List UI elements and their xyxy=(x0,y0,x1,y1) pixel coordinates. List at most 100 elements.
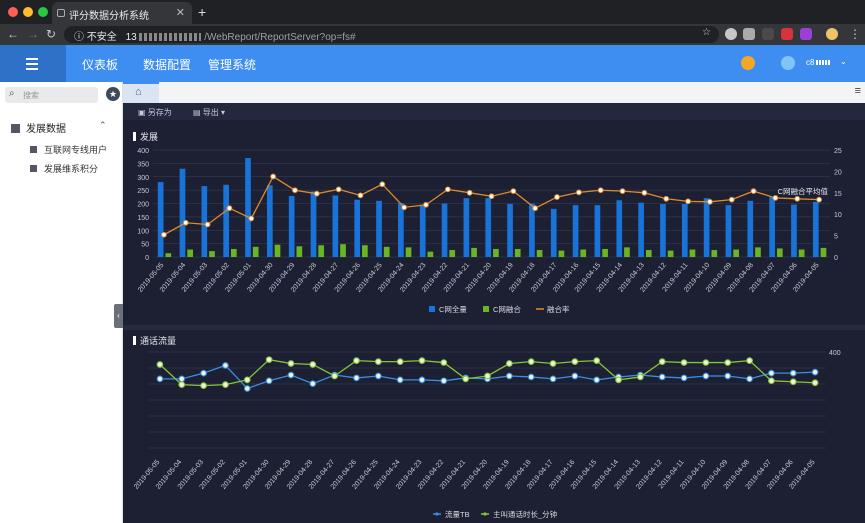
line-point xyxy=(549,360,557,367)
bar xyxy=(419,205,426,257)
line-point xyxy=(724,359,732,366)
browser-tabstrip: 评分数据分析系统 ✕ + xyxy=(0,0,865,24)
content-tabbar: ⌂ ≡ xyxy=(123,82,865,103)
user-avatar-icon[interactable] xyxy=(781,56,795,70)
bar xyxy=(223,184,229,257)
sidebar-item-internet-line[interactable]: 互联网专线用户 xyxy=(30,143,107,156)
y-right-tick-label: 15 xyxy=(834,191,842,198)
bar xyxy=(274,244,281,257)
bar xyxy=(667,250,674,257)
chart-divider xyxy=(123,325,865,330)
url-path: /WebReport/ReportServer?op=fs# xyxy=(204,32,356,43)
bar xyxy=(288,196,295,257)
chart-annotation: C网融合平均值 xyxy=(778,186,829,196)
bar xyxy=(296,246,303,257)
y-right-tick-label: 10 xyxy=(834,212,842,219)
profile-avatar[interactable] xyxy=(826,28,838,40)
line-point xyxy=(374,358,382,365)
app-header: 仪表板 数据配置 管理系统 c8 ⌄ xyxy=(0,45,865,82)
notification-bell-icon[interactable] xyxy=(741,56,755,70)
url-host: 13 xyxy=(125,32,137,43)
purple-extension-icon[interactable] xyxy=(800,28,812,40)
y-right-tick-label: 25 xyxy=(834,148,842,155)
bar xyxy=(725,205,732,257)
url-redacted xyxy=(139,33,202,42)
sidebar-collapse-handle[interactable]: ‹ xyxy=(114,304,123,328)
search-input[interactable]: ⌕ 搜索 xyxy=(5,87,98,103)
user-name[interactable]: c8 xyxy=(806,58,815,67)
line-point xyxy=(200,382,207,389)
line-point xyxy=(418,357,426,364)
line-point xyxy=(554,194,560,200)
line-point xyxy=(746,375,753,383)
y-tick-label: 250 xyxy=(137,188,149,195)
reload-icon[interactable]: ↻ xyxy=(46,27,57,41)
y-right-tick-label: 5 xyxy=(834,234,838,241)
y-tick-label: 350 xyxy=(137,161,149,168)
nav-system-admin[interactable]: 管理系统 xyxy=(208,58,257,72)
favorites-star-icon[interactable]: ★ xyxy=(106,87,120,101)
line-point xyxy=(811,368,819,376)
bar xyxy=(514,248,521,257)
bar xyxy=(798,249,805,257)
new-tab-button[interactable]: + xyxy=(198,4,207,20)
export-button[interactable]: ▤ 导出 ▾ xyxy=(193,107,225,118)
line-point xyxy=(222,362,229,369)
hamburger-icon xyxy=(26,58,38,60)
browser-tab[interactable]: 评分数据分析系统 ✕ xyxy=(52,2,192,24)
line-point xyxy=(243,376,251,384)
bar xyxy=(332,195,339,257)
minimize-window-icon[interactable] xyxy=(23,7,33,17)
line-point xyxy=(641,189,648,196)
line-point xyxy=(222,381,229,388)
line-point xyxy=(593,376,601,384)
menu-toggle-button[interactable] xyxy=(0,45,66,82)
line-point xyxy=(794,195,801,202)
bar xyxy=(179,168,186,257)
user-dropdown-icon[interactable]: ⌄ xyxy=(840,57,847,66)
bar xyxy=(536,250,543,257)
close-window-icon[interactable] xyxy=(8,7,18,17)
line-point xyxy=(440,377,448,385)
back-icon[interactable]: ← xyxy=(7,27,19,41)
mail-extension-icon[interactable] xyxy=(743,28,755,40)
line-point xyxy=(768,377,775,385)
y-tick-label: 200 xyxy=(137,202,149,209)
bar xyxy=(507,204,513,257)
line-point xyxy=(204,221,211,228)
bar xyxy=(230,248,237,257)
extension-icon[interactable] xyxy=(725,28,737,40)
nav-dashboard[interactable]: 仪表板 xyxy=(82,58,119,72)
sidebar-group-development[interactable]: 发展数据 xyxy=(11,120,66,135)
tab-list-menu-icon[interactable]: ≡ xyxy=(854,85,861,97)
line-point xyxy=(750,188,757,194)
bookmark-star-icon[interactable]: ☆ xyxy=(702,27,711,38)
close-tab-icon[interactable]: ✕ xyxy=(175,7,185,19)
bar xyxy=(310,191,317,257)
address-bar[interactable]: ⓘ 不安全 13 /WebReport/ReportServer?op=fs# … xyxy=(64,26,719,43)
sidebar-item-score[interactable]: 发展维系积分 xyxy=(30,162,98,175)
line-point xyxy=(510,188,517,194)
line-point xyxy=(702,372,710,380)
line-point xyxy=(287,360,295,367)
call-traffic-chart: 通话流量4002019-05-052019-05-042019-05-03201… xyxy=(133,335,841,519)
collapse-chevron-icon[interactable]: ⌃ xyxy=(99,120,107,130)
line-point xyxy=(423,201,429,208)
line-point xyxy=(440,359,448,366)
maximize-window-icon[interactable] xyxy=(38,7,48,17)
nav-data-config[interactable]: 数据配置 xyxy=(143,58,192,72)
bar xyxy=(769,197,775,257)
bar xyxy=(747,200,754,257)
link-extension-icon[interactable] xyxy=(762,28,774,40)
y-right-tick-label: 0 xyxy=(834,255,838,262)
forward-icon[interactable]: → xyxy=(27,27,39,41)
line-point xyxy=(287,371,295,379)
save-as-button[interactable]: ▣ 另存为 xyxy=(138,107,172,118)
home-tab[interactable]: ⌂ xyxy=(123,82,159,103)
bar xyxy=(703,198,710,257)
y-tick-label: 100 xyxy=(137,228,149,235)
browser-menu-icon[interactable]: ⋮ xyxy=(849,27,861,41)
bar xyxy=(441,203,448,257)
adblock-extension-icon[interactable] xyxy=(781,28,793,40)
line-point xyxy=(309,380,317,388)
